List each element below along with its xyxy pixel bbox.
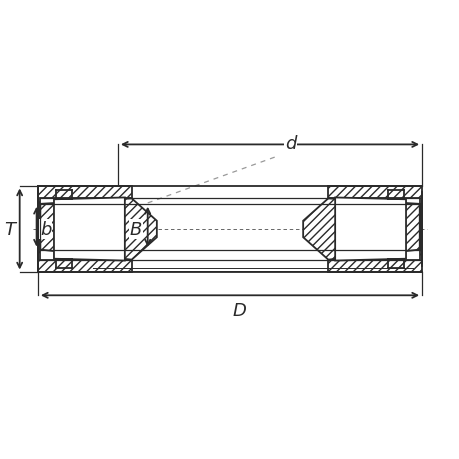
Text: d: d	[284, 135, 296, 153]
Polygon shape	[335, 198, 405, 261]
Polygon shape	[328, 186, 421, 273]
Polygon shape	[40, 199, 157, 260]
Text: D: D	[232, 302, 246, 319]
Text: b: b	[40, 220, 51, 239]
Text: T: T	[4, 220, 15, 239]
Polygon shape	[54, 198, 124, 261]
Polygon shape	[38, 186, 131, 273]
Text: B: B	[129, 220, 142, 239]
Polygon shape	[302, 199, 419, 260]
